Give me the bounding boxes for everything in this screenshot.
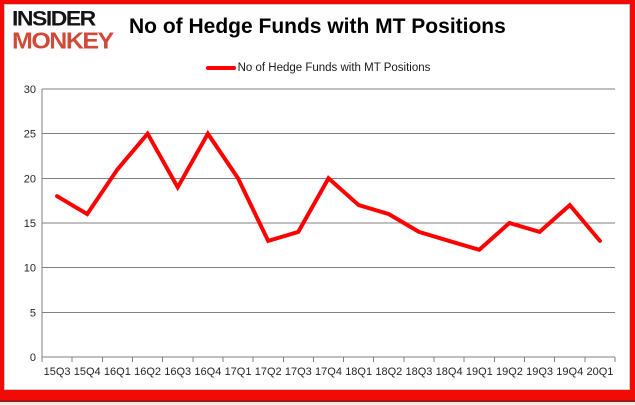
x-tick-label: 19Q1	[466, 366, 493, 378]
chart-legend: No of Hedge Funds with MT Positions	[5, 59, 631, 77]
x-tick-label: 16Q2	[134, 366, 161, 378]
legend-line-swatch	[205, 66, 236, 70]
x-tick-label: 17Q3	[285, 366, 312, 378]
y-tick-label: 25	[24, 129, 36, 141]
logo-monkey-text: MONKEY	[12, 28, 114, 54]
x-tick-label: 16Q1	[104, 366, 131, 378]
y-tick-label: 0	[30, 352, 36, 364]
chart-panel: INSIDER MONKEY No of Hedge Funds with MT…	[4, 4, 630, 390]
x-tick-label: 18Q4	[436, 366, 463, 378]
chart-title: No of Hedge Funds with MT Positions	[129, 15, 506, 38]
x-tick-label: 17Q2	[255, 366, 282, 378]
x-tick-label: 18Q2	[375, 366, 402, 378]
y-tick-label: 15	[24, 218, 36, 230]
bottom-bar-fade	[0, 402, 635, 405]
y-tick-label: 30	[24, 84, 36, 96]
chart-svg: 0 5 10 15 20 25 30 15Q3 15Q4 16Q1 16Q2 16Q3 16Q4 17Q1…	[24, 84, 616, 378]
x-tick-label: 19Q3	[526, 366, 553, 378]
x-tick-label: 17Q1	[225, 366, 252, 378]
x-tick-label: 18Q3	[406, 366, 433, 378]
x-tick-label: 19Q4	[556, 366, 583, 378]
x-tick-label: 19Q2	[496, 366, 523, 378]
x-tick-label: 16Q3	[164, 366, 191, 378]
y-tick-label: 20	[24, 173, 36, 185]
x-tick-label: 18Q1	[345, 366, 372, 378]
x-tick-label: 17Q4	[315, 366, 342, 378]
series-line	[55, 129, 602, 253]
bottom-red-bar	[0, 390, 635, 400]
logo-insider-text: INSIDER	[12, 6, 96, 31]
insider-monkey-logo: INSIDER MONKEY	[12, 8, 127, 55]
line-chart: 0 5 10 15 20 25 30 15Q3 15Q4 16Q1 16Q2 16Q3 16Q4 17Q1…	[5, 81, 631, 387]
legend-label: No of Hedge Funds with MT Positions	[237, 62, 431, 74]
x-tick-label: 20Q1	[586, 366, 613, 378]
x-tick-label: 15Q3	[44, 366, 71, 378]
y-tick-label: 5	[30, 307, 36, 319]
bottom-bar-shadow	[0, 400, 635, 402]
y-tick-label: 10	[24, 263, 36, 275]
x-tick-label: 15Q4	[74, 366, 101, 378]
x-tick-label: 16Q4	[194, 366, 221, 378]
